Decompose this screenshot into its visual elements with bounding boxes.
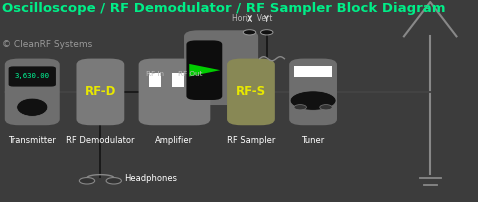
Text: RF-S: RF-S <box>236 85 266 98</box>
FancyBboxPatch shape <box>227 59 275 125</box>
Polygon shape <box>189 64 220 77</box>
Text: Y: Y <box>264 15 269 24</box>
Text: Tuner: Tuner <box>302 136 325 145</box>
Circle shape <box>79 178 95 184</box>
FancyBboxPatch shape <box>186 40 222 100</box>
Text: Amplifier: Amplifier <box>155 136 194 145</box>
Text: RF-D: RF-D <box>85 85 116 98</box>
Text: 3,630.00: 3,630.00 <box>15 74 50 79</box>
FancyBboxPatch shape <box>5 59 60 125</box>
Circle shape <box>320 105 332 110</box>
Circle shape <box>294 105 306 110</box>
Text: Oscilloscope / RF Demodulator / RF Sampler Block Diagram: Oscilloscope / RF Demodulator / RF Sampl… <box>2 2 446 15</box>
Bar <box>294 66 332 77</box>
FancyBboxPatch shape <box>184 30 258 105</box>
Text: Transmitter: Transmitter <box>8 136 56 145</box>
Circle shape <box>261 30 273 35</box>
Circle shape <box>106 178 121 184</box>
Text: X: X <box>247 15 252 24</box>
Ellipse shape <box>17 98 48 116</box>
Text: © CleanRF Systems: © CleanRF Systems <box>2 40 93 49</box>
FancyBboxPatch shape <box>289 59 337 125</box>
FancyBboxPatch shape <box>76 59 124 125</box>
Text: Headphones: Headphones <box>124 174 177 183</box>
Circle shape <box>243 30 256 35</box>
Text: Horiz  Vert: Horiz Vert <box>232 14 272 23</box>
FancyBboxPatch shape <box>9 66 56 87</box>
Text: RF Out: RF Out <box>178 71 203 77</box>
Bar <box>172 73 184 87</box>
Circle shape <box>290 91 336 110</box>
Bar <box>149 73 161 87</box>
FancyBboxPatch shape <box>139 59 210 125</box>
Text: RF Demodulator: RF Demodulator <box>66 136 135 145</box>
Text: RF Sampler: RF Sampler <box>227 136 275 145</box>
Text: RF In: RF In <box>146 71 164 77</box>
